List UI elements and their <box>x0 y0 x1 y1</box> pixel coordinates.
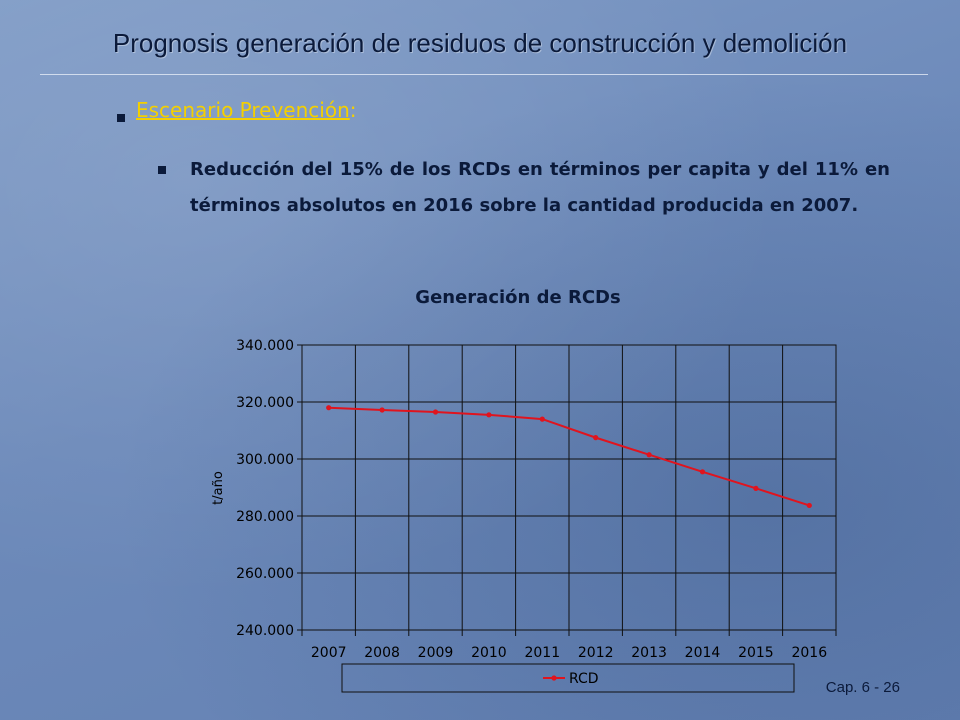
x-tick-label: 2016 <box>791 645 827 661</box>
data-point <box>539 416 545 422</box>
data-point <box>379 407 385 413</box>
y-tick-label: 280.000 <box>236 509 294 525</box>
x-tick-label: 2012 <box>578 645 614 661</box>
scenario-colon: : <box>349 98 357 122</box>
x-tick-label: 2011 <box>524 645 560 661</box>
data-point <box>646 452 652 458</box>
x-tick-label: 2010 <box>471 645 507 661</box>
legend-box <box>341 663 795 693</box>
data-point <box>753 485 759 491</box>
x-tick-label: 2009 <box>418 645 454 661</box>
y-tick-label: 240.000 <box>236 623 294 639</box>
y-tick-label: 300.000 <box>236 452 294 468</box>
legend-label: RCD <box>569 671 599 687</box>
x-tick-label: 2008 <box>364 645 400 661</box>
y-tick-label: 260.000 <box>236 566 294 582</box>
scenario-description: Reducción del 15% de los RCDs en término… <box>190 159 890 216</box>
sub-bullet-square-icon <box>158 166 166 174</box>
y-tick-label: 340.000 <box>236 338 294 354</box>
data-point <box>806 502 812 509</box>
data-point <box>326 405 332 411</box>
page-number: Cap. 6 - 26 <box>825 679 900 696</box>
x-tick-label: 2015 <box>738 645 774 661</box>
series-line-rcd <box>328 406 810 507</box>
x-tick-label: 2014 <box>685 645 721 661</box>
bullet-square-icon <box>117 114 125 122</box>
scenario-label: Escenario Prevención <box>136 98 350 122</box>
y-tick-label: 320.000 <box>236 395 294 411</box>
slide-title: Prognosis generación de residuos de cons… <box>112 28 848 58</box>
scenario-bullet: Escenario Prevención: <box>136 98 357 122</box>
legend-swatch-marker <box>551 675 557 681</box>
data-point <box>486 412 492 418</box>
data-point <box>699 469 706 475</box>
data-point <box>432 409 439 415</box>
data-point <box>593 435 599 441</box>
chart-title: Generación de RCDs <box>415 287 620 308</box>
x-tick-label: 2007 <box>311 645 347 661</box>
y-axis-label: t/año <box>211 471 226 505</box>
x-tick-label: 2013 <box>631 645 667 661</box>
title-divider <box>40 74 928 75</box>
